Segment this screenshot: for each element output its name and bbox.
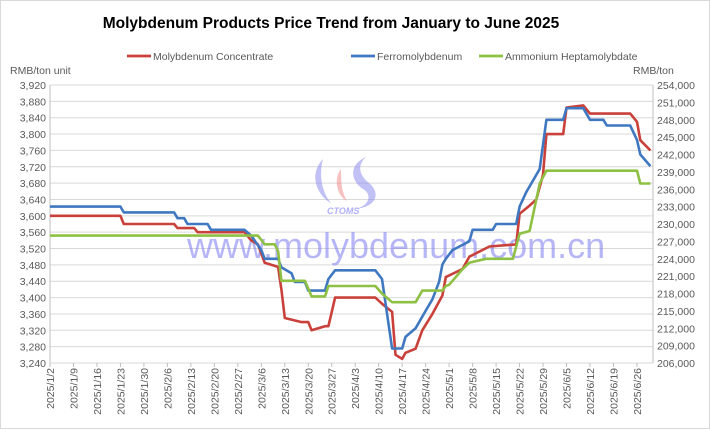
x-tick-label: 2025/5/15 — [491, 368, 503, 415]
legend-label: Molybdenum Concentrate — [153, 51, 273, 63]
y-left-axis-label: RMB/ton unit — [10, 65, 71, 77]
y-left-tick-label: 3,360 — [20, 309, 46, 321]
x-tick-label: 2025/3/6 — [256, 368, 268, 409]
gridlines — [49, 84, 654, 364]
watermark-logo-text: CTOMS — [327, 206, 359, 216]
series-line-ferromolybdenum — [50, 106, 652, 350]
x-tick-label: 2025/5/29 — [538, 368, 550, 415]
chart-title: Molybdenum Products Price Trend from Jan… — [103, 15, 560, 32]
series-line-molybdenum-concentrate — [50, 104, 652, 361]
watermark-url: www.molybdenum.com.cn — [186, 225, 605, 266]
legend: Molybdenum Concentrate Ferromolybdenum Amm… — [127, 51, 638, 63]
y-left-tick-label: 3,560 — [20, 227, 46, 239]
y-right-tick-label: 230,000 — [657, 219, 695, 231]
y-right-tick-label: 224,000 — [657, 254, 695, 266]
y-right-tick-label: 254,000 — [657, 80, 695, 92]
y-right-tick-label: 233,000 — [657, 202, 695, 214]
x-axis: 2025/1/2 2025/1/9 2025/1/16 2025/1/23 2025/1… — [45, 363, 644, 415]
x-tick-label: 2025/5/1 — [444, 368, 456, 409]
y-right-tick-label: 206,000 — [657, 358, 695, 370]
y-right-tick-label: 218,000 — [657, 289, 695, 301]
y-right-tick-label: 245,000 — [657, 132, 695, 144]
y-left-tick-label: 3,720 — [20, 162, 46, 174]
y-left-tick-label: 3,880 — [20, 96, 46, 108]
x-tick-label: 2025/5/8 — [468, 368, 480, 409]
ctoms-logo-icon-swirl — [353, 157, 376, 209]
x-tick-label: 2025/4/10 — [374, 368, 386, 415]
x-tick-label: 2025/1/9 — [68, 368, 80, 409]
x-tick-label: 2025/2/20 — [209, 368, 221, 415]
x-tick-label: 2025/3/13 — [280, 368, 292, 415]
x-tick-label: 2025/1/2 — [45, 368, 57, 409]
y-left-tick-label: 3,240 — [20, 358, 46, 370]
y-right-tick-label: 251,000 — [657, 97, 695, 109]
x-tick-label: 2025/6/26 — [632, 368, 644, 415]
y-left-tick-label: 3,520 — [20, 244, 46, 256]
ctoms-logo-icon — [315, 159, 331, 203]
x-tick-label: 2025/3/27 — [327, 368, 339, 415]
series-lines — [50, 104, 652, 361]
y-left-tick-label: 3,680 — [20, 178, 46, 190]
y-left-tick-label: 3,800 — [20, 129, 46, 141]
x-tick-label: 2025/6/19 — [608, 368, 620, 415]
y-left-tick-label: 3,920 — [20, 80, 46, 92]
y-right-tick-label: 209,000 — [657, 341, 695, 353]
x-tick-label: 2025/4/24 — [421, 368, 433, 415]
x-tick-label: 2025/2/27 — [233, 368, 245, 415]
y-left-tick-label: 3,280 — [20, 342, 46, 354]
y-right-tick-label: 221,000 — [657, 271, 695, 283]
x-tick-label: 2025/1/30 — [139, 368, 151, 415]
x-tick-label: 2025/6/5 — [562, 368, 574, 409]
x-tick-label: 2025/5/22 — [515, 368, 527, 415]
y-left-tick-label: 3,640 — [20, 194, 46, 206]
x-tick-label: 2025/2/13 — [186, 368, 198, 415]
y-right-tick-label: 227,000 — [657, 236, 695, 248]
y-right-tick-label: 239,000 — [657, 167, 695, 179]
y-right-tick-label: 215,000 — [657, 306, 695, 318]
y-left-tick-label: 3,760 — [20, 145, 46, 157]
series-line-ammonium-heptamolybdate — [50, 169, 651, 304]
ctoms-logo-icon-red — [336, 169, 347, 201]
legend-label: Ferromolybdenum — [377, 51, 462, 63]
x-tick-label: 2025/2/6 — [162, 368, 174, 409]
y-left-tick-label: 3,440 — [20, 276, 46, 288]
x-tick-label: 2025/3/20 — [303, 368, 315, 415]
y-right-axis: 206,000 209,000 212,000 215,000 218,000 221,0… — [657, 80, 695, 370]
y-left-tick-label: 3,320 — [20, 325, 46, 337]
y-right-tick-label: 236,000 — [657, 184, 695, 196]
legend-label: Ammonium Heptamolybdate — [505, 51, 638, 63]
y-right-tick-label: 212,000 — [657, 323, 695, 335]
x-tick-label: 2025/4/17 — [397, 368, 409, 415]
x-tick-label: 2025/4/3 — [350, 368, 362, 409]
y-right-axis-label: RMB/ton — [633, 65, 674, 77]
y-left-tick-label: 3,400 — [20, 293, 46, 305]
y-right-tick-label: 242,000 — [657, 150, 695, 162]
y-left-tick-label: 3,480 — [20, 260, 46, 272]
y-left-tick-label: 3,600 — [20, 211, 46, 223]
y-left-tick-label: 3,840 — [20, 113, 46, 125]
y-left-axis: 3,240 3,280 3,320 3,360 3,400 3,440 3,480 3,520… — [20, 80, 46, 370]
y-right-tick-label: 248,000 — [657, 115, 695, 127]
x-tick-label: 2025/1/23 — [115, 368, 127, 415]
watermark: CTOMS www.molybdenum.com.cn — [186, 157, 605, 266]
x-tick-label: 2025/6/12 — [585, 368, 597, 415]
x-tick-label: 2025/1/16 — [92, 368, 104, 415]
